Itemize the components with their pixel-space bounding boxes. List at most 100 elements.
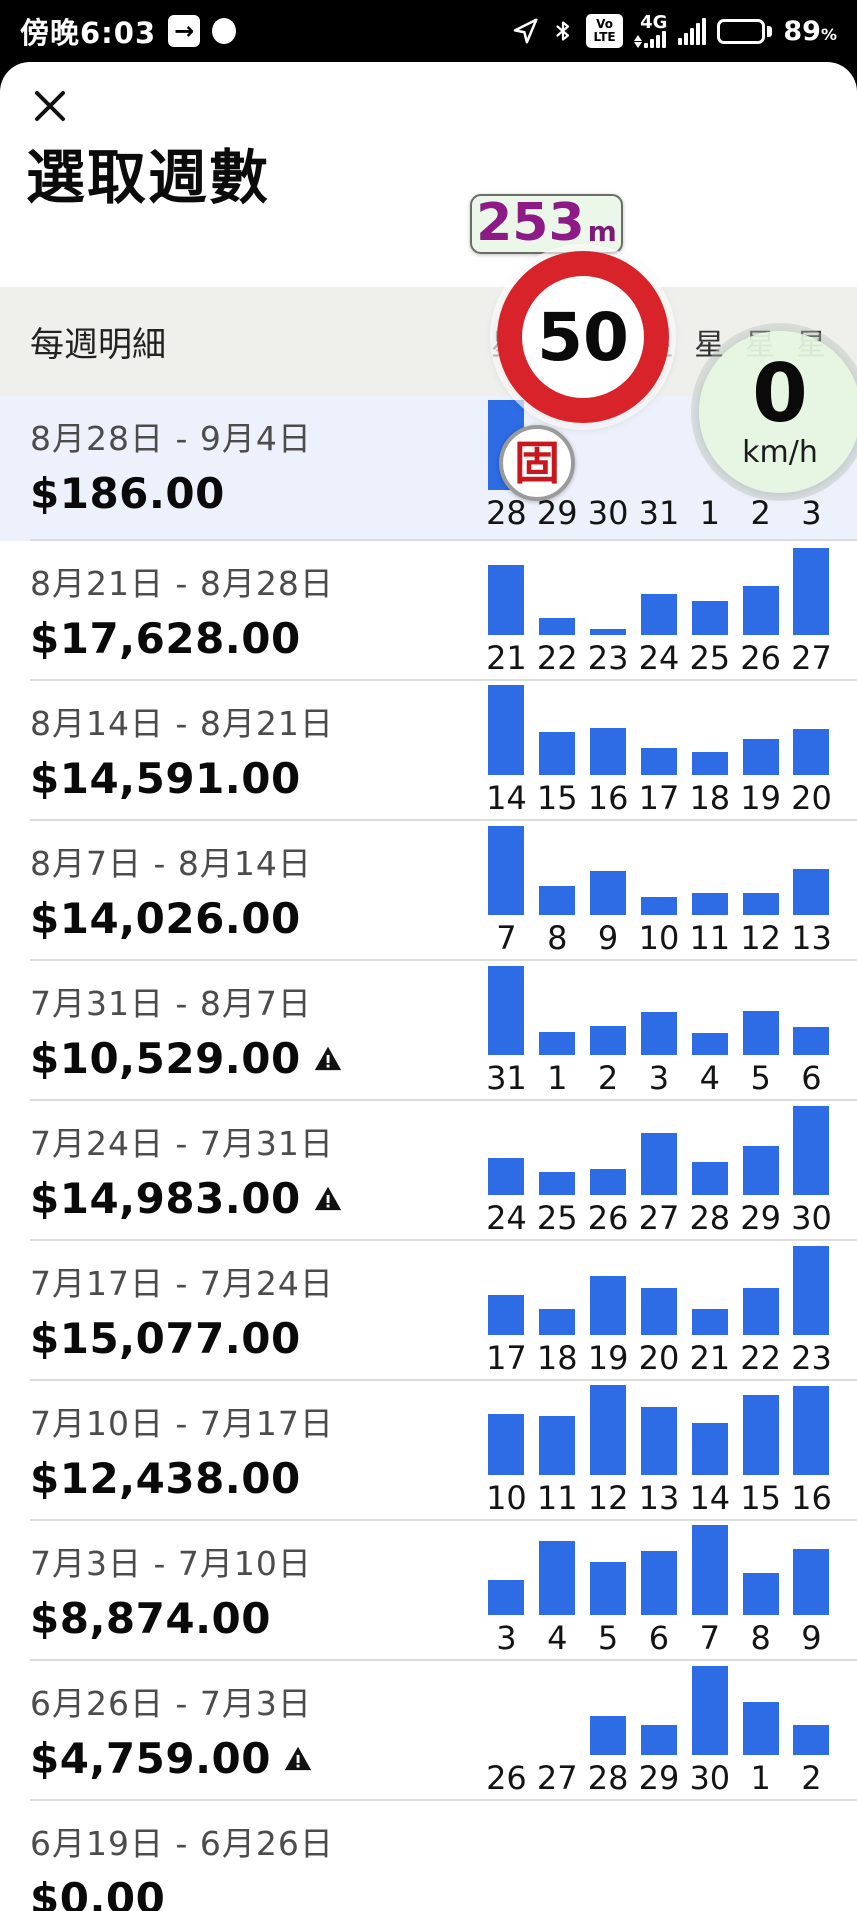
bar-column xyxy=(634,1133,685,1195)
day-label: 11 xyxy=(689,919,731,957)
week-date-range: 7月3日 - 7月10日 xyxy=(30,1544,312,1583)
earnings-bar xyxy=(691,1033,728,1055)
week-date-range: 7月10日 - 7月17日 xyxy=(30,1404,334,1443)
earnings-bar xyxy=(691,1666,728,1755)
close-button[interactable] xyxy=(28,84,72,128)
bar-column xyxy=(532,1032,583,1055)
day-label: 20 xyxy=(638,1339,680,1377)
day-label: 17 xyxy=(486,1339,527,1377)
daily-earnings-bar-chart xyxy=(481,1103,837,1195)
bar-column xyxy=(786,1027,837,1055)
day-label: 15 xyxy=(536,779,578,817)
week-row[interactable]: 8月14日 - 8月21日 $14,591.00 14 15 16 17 18 19 20 xyxy=(0,681,857,821)
bar-column xyxy=(634,1725,685,1755)
hud-speed-limit-sign[interactable]: 50 xyxy=(497,251,669,423)
day-label: 16 xyxy=(587,779,629,817)
bar-column xyxy=(532,886,583,915)
earnings-bar xyxy=(691,1309,728,1335)
earnings-bar xyxy=(691,1162,728,1195)
earnings-bar xyxy=(539,1416,576,1475)
bar-column xyxy=(634,1288,685,1335)
status-bar: 傍晚6:03 → Vo LTE 4G xyxy=(0,0,857,62)
earnings-bar xyxy=(590,1385,627,1475)
bar-column xyxy=(583,629,634,635)
battery-icon xyxy=(717,18,773,44)
bar-column xyxy=(481,1158,532,1195)
week-row[interactable]: 8月7日 - 8月14日 $14,026.00 7 8 9 10 11 12 13 xyxy=(0,821,857,961)
bar-column xyxy=(634,594,685,635)
week-row[interactable]: 6月19日 - 6月26日 $0.00 xyxy=(0,1801,857,1911)
day-label: 19 xyxy=(587,1339,629,1377)
bar-column xyxy=(583,871,634,915)
week-row[interactable]: 7月31日 - 8月7日 $10,529.00 31 1 2 3 4 5 6 xyxy=(0,961,857,1101)
day-label: 18 xyxy=(689,779,731,817)
hud-distance-widget[interactable]: 253 m xyxy=(470,194,623,254)
hud-current-speed-widget[interactable]: 0 km/h xyxy=(699,331,857,493)
earnings-bar xyxy=(742,586,779,635)
week-amount: $4,759.00 xyxy=(30,1734,313,1783)
bar-column xyxy=(481,826,532,915)
bar-column xyxy=(481,1580,532,1615)
warning-icon xyxy=(314,1046,341,1070)
day-label: 18 xyxy=(536,1339,578,1377)
week-row[interactable]: 7月24日 - 7月31日 $14,983.00 24 25 26 27 28 29 30 xyxy=(0,1101,857,1241)
week-date-range: 6月26日 - 7月3日 xyxy=(30,1684,312,1723)
distance-value: 253 xyxy=(476,193,585,253)
day-label: 8 xyxy=(547,919,568,957)
earnings-bar xyxy=(742,1288,779,1335)
day-label: 21 xyxy=(689,1339,731,1377)
day-label: 7 xyxy=(699,1619,720,1657)
week-row[interactable]: 7月17日 - 7月24日 $15,077.00 17 18 19 20 21 22 23 xyxy=(0,1241,857,1381)
earnings-bar xyxy=(488,1580,525,1615)
earnings-bar xyxy=(488,1295,525,1335)
daily-earnings-bar-chart xyxy=(481,1383,837,1475)
speed-limit-value: 50 xyxy=(537,298,629,376)
week-row[interactable]: 7月10日 - 7月17日 $12,438.00 10 11 12 13 14 15 16 xyxy=(0,1381,857,1521)
day-labels-row: 17 18 19 20 21 22 23 xyxy=(481,1339,837,1377)
hud-speed-camera-badge[interactable]: 固 xyxy=(499,425,575,501)
earnings-bar xyxy=(539,732,576,775)
day-label: 25 xyxy=(536,1199,578,1237)
week-amount-value: $4,759.00 xyxy=(30,1734,271,1783)
bar-column xyxy=(583,1716,634,1755)
day-label: 6 xyxy=(648,1619,670,1657)
signal-sim1-icon: 4G xyxy=(634,13,667,48)
speed-unit-label: km/h xyxy=(742,434,818,470)
week-amount-value: $17,628.00 xyxy=(30,614,301,663)
week-row[interactable]: 6月26日 - 7月3日 $4,759.00 26 27 28 29 30 1 2 xyxy=(0,1661,857,1801)
day-label: 13 xyxy=(791,919,832,957)
day-label: 28 xyxy=(486,494,527,532)
week-date-range: 7月24日 - 7月31日 xyxy=(30,1124,334,1163)
earnings-bar xyxy=(793,1386,830,1475)
week-row[interactable]: 8月21日 - 8月28日 $17,628.00 21 22 23 24 25 26 27 xyxy=(0,541,857,681)
day-label: 14 xyxy=(486,779,527,817)
bar-column xyxy=(532,1309,583,1335)
fixed-camera-glyph: 固 xyxy=(514,436,560,490)
bar-column xyxy=(735,1146,786,1195)
day-label: 1 xyxy=(750,1759,771,1797)
day-label: 7 xyxy=(496,919,517,957)
earnings-bar xyxy=(488,826,525,915)
distance-unit: m xyxy=(587,215,617,248)
earnings-bar xyxy=(640,594,677,635)
clock: 傍晚6:03 xyxy=(20,16,157,50)
bar-column xyxy=(532,1541,583,1615)
earnings-bar xyxy=(539,1541,576,1615)
earnings-bar xyxy=(590,871,627,915)
day-label: 10 xyxy=(638,919,680,957)
earnings-bar xyxy=(539,618,576,635)
day-label: 23 xyxy=(791,1339,832,1377)
day-label: 19 xyxy=(740,779,781,817)
bar-column xyxy=(481,685,532,775)
current-speed-value: 0 xyxy=(752,346,808,440)
earnings-bar xyxy=(691,601,728,635)
day-label: 26 xyxy=(740,639,781,677)
earnings-bar xyxy=(640,897,677,915)
bar-column xyxy=(481,565,532,635)
earnings-bar xyxy=(793,1106,830,1195)
earnings-bar xyxy=(742,1011,779,1055)
week-amount: $17,628.00 xyxy=(30,614,334,663)
bar-column xyxy=(786,729,837,775)
